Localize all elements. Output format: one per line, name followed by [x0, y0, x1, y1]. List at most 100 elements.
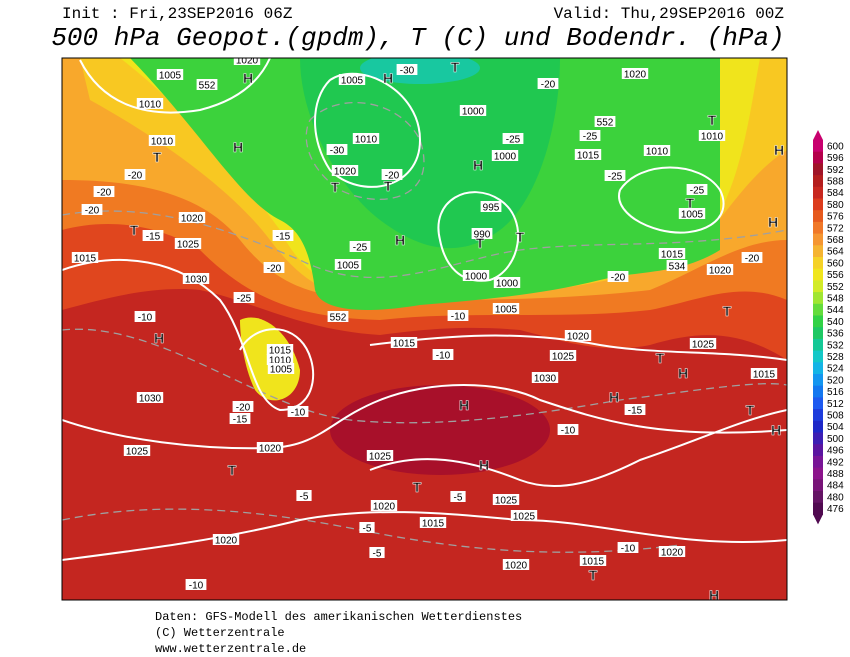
colorbar-label: 496 [827, 446, 844, 457]
colorbar-label: 600 [827, 141, 844, 152]
contour-label: 1030 [185, 275, 208, 286]
label-box [134, 311, 156, 322]
colorbar-swatch [813, 257, 823, 270]
contour-label: -20 [267, 264, 282, 275]
label-box [136, 98, 164, 109]
label-box [396, 64, 418, 75]
label-box [136, 392, 164, 403]
contour-label: -20 [385, 171, 400, 182]
label-box [352, 133, 380, 144]
label-box [432, 349, 454, 360]
label-box [557, 424, 579, 435]
colorbar-swatch [813, 338, 823, 352]
label-box [741, 252, 763, 263]
contour-label: -30 [330, 146, 345, 157]
colorbar-label: 544 [827, 305, 844, 316]
pressure-center: H [479, 457, 489, 473]
contour-label: -20 [541, 80, 556, 91]
colorbar-swatch [813, 210, 823, 223]
contour-label: 1000 [494, 152, 517, 163]
contour-label: 1015 [269, 346, 292, 357]
colorbar: 6005965925885845805765725685645605565525… [813, 130, 844, 525]
label-box [232, 401, 254, 412]
pressure-center: H [774, 142, 784, 158]
label-box [142, 230, 164, 241]
label-box [666, 260, 688, 271]
colorbar-swatch [813, 350, 823, 363]
map-frame [61, 57, 788, 601]
contour-label: 552 [597, 118, 614, 129]
pressure-center: T [153, 149, 162, 165]
init-time: Init : Fri,23SEP2016 06Z [62, 5, 293, 23]
contour-label: 1015 [393, 339, 416, 350]
footer-url: www.wetterzentrale.de [155, 642, 306, 656]
contour-label: 990 [474, 230, 491, 241]
contour-label: -10 [561, 426, 576, 437]
contour-label: -15 [233, 415, 248, 426]
label-box [447, 310, 469, 321]
colorbar-arrow-top [813, 130, 823, 140]
contour-label: -15 [146, 232, 161, 243]
label-box [272, 230, 294, 241]
colorbar-swatch [813, 221, 823, 235]
label-box [196, 79, 218, 90]
label-box [266, 354, 294, 365]
contour-label: -25 [608, 172, 623, 183]
contour-label: 1020 [661, 548, 684, 559]
contour-label: 1020 [373, 502, 396, 513]
pressure-center: T [413, 479, 422, 495]
valid-time: Valid: Thu,29SEP2016 00Z [554, 5, 785, 23]
contour-label: -5 [300, 492, 309, 503]
colorbar-swatch [813, 502, 823, 515]
colorbar-swatch [813, 303, 823, 316]
contour-label: -20 [745, 254, 760, 265]
label-box [331, 165, 359, 176]
contour-label: -20 [236, 403, 251, 414]
label-box [579, 555, 607, 566]
label-box [93, 186, 115, 197]
colorbar-swatch [813, 479, 823, 492]
contour-label: 1005 [270, 365, 293, 376]
label-box [349, 241, 371, 252]
label-box [359, 522, 375, 533]
contour-label: 1005 [495, 305, 518, 316]
contour-label: 1010 [139, 100, 162, 111]
contour-label: 1020 [624, 70, 647, 81]
label-box [689, 338, 717, 349]
colorbar-label: 560 [827, 258, 844, 269]
colorbar-label: 540 [827, 317, 844, 328]
pressure-center: T [746, 402, 755, 418]
pressure-center: H [473, 157, 483, 173]
colorbar-label: 596 [827, 153, 844, 164]
pressure-center: H [459, 397, 469, 413]
label-box [233, 58, 261, 65]
pressure-center: H [154, 330, 164, 346]
colorbar-swatch [813, 327, 823, 340]
pressure-center: T [589, 567, 598, 583]
contour-label: 1015 [661, 250, 684, 261]
colorbar-swatch [813, 280, 823, 293]
contour-label: 1025 [126, 447, 149, 458]
label-box [549, 350, 577, 361]
label-box [750, 368, 778, 379]
label-box [686, 184, 708, 195]
label-box [574, 149, 602, 160]
contour-label: -25 [690, 186, 705, 197]
label-box [263, 262, 285, 273]
colorbar-swatch [813, 198, 823, 211]
pressure-center: H [771, 422, 781, 438]
contour-label: -5 [454, 493, 463, 504]
contour-label: 1020 [236, 56, 259, 67]
contour-label: 1000 [465, 272, 488, 283]
contour-label: -15 [628, 406, 643, 417]
pressure-center: T [228, 462, 237, 478]
contour-label: -30 [400, 66, 415, 77]
pressure-center: T [723, 303, 732, 319]
label-box [266, 344, 294, 355]
contour-label: -10 [436, 351, 451, 362]
colorbar-label: 488 [827, 469, 844, 480]
label-box [267, 363, 295, 374]
